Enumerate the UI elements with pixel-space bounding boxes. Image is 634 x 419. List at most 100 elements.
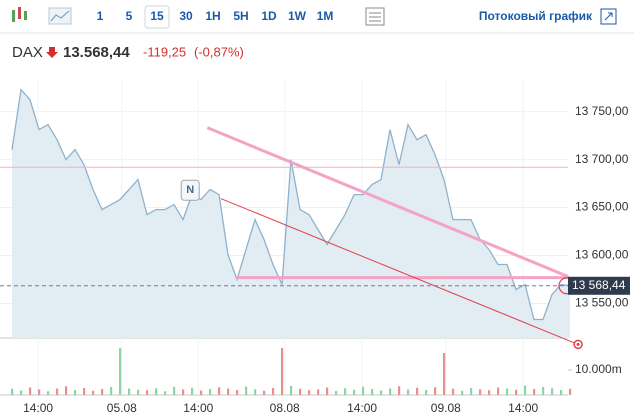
price: 13.568,44 xyxy=(63,44,130,61)
volume-bar xyxy=(218,387,221,395)
stream-link[interactable]: Потоковый график xyxy=(479,9,593,23)
volume-bar xyxy=(155,388,158,395)
volume-bar xyxy=(164,391,167,395)
volume-bar xyxy=(335,391,338,395)
volume-bar xyxy=(425,390,428,395)
volume-bar xyxy=(560,390,563,395)
volume-bar xyxy=(92,390,95,395)
interval-button[interactable]: 1 xyxy=(97,9,104,23)
plot-area: 13 550,00 13 600,00 13 650,00 13 700,00 13 7… xyxy=(0,80,630,415)
volume-bar xyxy=(479,389,482,395)
volume-bar xyxy=(254,389,257,395)
volume-bar xyxy=(101,389,104,395)
volume-bar xyxy=(551,388,554,395)
volume-bar xyxy=(47,391,50,395)
volume-bar xyxy=(272,388,275,395)
y-tick-label: 13 650,00 xyxy=(575,200,629,214)
y-tick-label: 13 600,00 xyxy=(575,248,629,262)
volume-bar xyxy=(515,389,518,395)
interval-button[interactable]: 5H xyxy=(233,9,248,23)
volume-bar xyxy=(137,389,140,395)
x-tick-label: 08.08 xyxy=(270,401,300,415)
volume-bar xyxy=(524,385,527,395)
down-arrow xyxy=(46,47,58,58)
volume-bar xyxy=(407,389,410,395)
volume-bar xyxy=(290,386,293,395)
interval-button[interactable]: 1W xyxy=(288,9,307,23)
volume-bar xyxy=(317,389,320,395)
volume-bar xyxy=(569,388,572,395)
toolbar: 1 5 15 30 1H 5H 1D 1W 1M Потоковый график xyxy=(0,5,634,34)
news-marker-label: N xyxy=(186,184,194,196)
volume-bar xyxy=(308,390,311,395)
interval-button[interactable]: 1H xyxy=(205,9,220,23)
volume-bar xyxy=(434,387,437,395)
volume-bar xyxy=(362,386,365,395)
volume-bar xyxy=(56,388,59,395)
x-tick-label: 05.08 xyxy=(107,401,137,415)
y2-tick-label: 10.000m xyxy=(575,362,622,376)
table-icon[interactable] xyxy=(365,7,385,26)
volume-bar xyxy=(65,386,68,395)
volume-bar xyxy=(281,348,284,395)
y-tick-label: 13 550,00 xyxy=(575,296,629,310)
volume-bar xyxy=(11,388,14,395)
x-tick-label: 09.08 xyxy=(431,401,461,415)
x-tick-label: 14:00 xyxy=(347,401,377,415)
interval-button[interactable]: 1M xyxy=(317,9,334,23)
x-tick-label: 14:00 xyxy=(508,401,538,415)
volume-bar xyxy=(389,388,392,395)
volume-bar xyxy=(227,388,230,395)
volume-bar xyxy=(119,348,122,395)
y-tick-label: 13 750,00 xyxy=(575,104,629,118)
volume-bar xyxy=(245,386,248,395)
trend-line xyxy=(220,198,579,345)
x-tick-label: 14:00 xyxy=(183,401,213,415)
volume-bar xyxy=(380,390,383,395)
trend-handle-dot xyxy=(576,342,580,346)
volume-bar xyxy=(461,390,464,395)
volume-bar xyxy=(416,387,419,395)
volume-bar xyxy=(371,389,374,395)
volume-bar xyxy=(506,388,509,395)
volume-bar xyxy=(326,387,329,395)
price-line xyxy=(11,88,571,321)
volume-bar xyxy=(299,388,302,395)
news-marker[interactable] xyxy=(180,179,200,201)
selected-interval xyxy=(144,5,170,29)
interval-button[interactable]: 15 xyxy=(150,9,164,23)
volume-bar xyxy=(344,388,347,395)
volume-bar xyxy=(200,390,203,395)
last-price-box xyxy=(568,276,630,295)
volume-bar xyxy=(353,389,356,395)
candle-icon[interactable] xyxy=(12,7,27,22)
symbol: DAX xyxy=(12,44,43,61)
volume-bar xyxy=(29,387,32,395)
interval-button[interactable]: 30 xyxy=(179,9,193,23)
change: -119,25 xyxy=(143,44,186,59)
volume-bar xyxy=(533,389,536,395)
volume-bar xyxy=(542,387,545,395)
price-area xyxy=(12,89,570,338)
interval-button[interactable]: 5 xyxy=(126,9,133,23)
y-tick-label: 13 700,00 xyxy=(575,152,629,166)
last-price-label: 13 568,44 xyxy=(572,278,626,292)
volume-bar xyxy=(83,388,86,395)
volume-bar xyxy=(497,387,500,395)
area-icon[interactable] xyxy=(48,7,72,25)
quote-header: DAX 13.568,44 -119,25 (-0,87%) xyxy=(12,44,244,61)
volume-bar xyxy=(128,388,131,395)
volume-bar xyxy=(110,387,113,395)
volume-bar xyxy=(146,390,149,395)
change-pct: (-0,87%) xyxy=(194,44,244,59)
volume-bar xyxy=(191,387,194,395)
stream-icon[interactable] xyxy=(600,8,617,25)
trend-line xyxy=(206,126,569,279)
volume-bar xyxy=(236,390,239,395)
volume-bar xyxy=(20,390,23,395)
interval-button[interactable]: 1D xyxy=(261,9,277,23)
volume-bar xyxy=(74,390,77,395)
volume-bar xyxy=(488,390,491,395)
x-tick-label: 14:00 xyxy=(23,401,53,415)
